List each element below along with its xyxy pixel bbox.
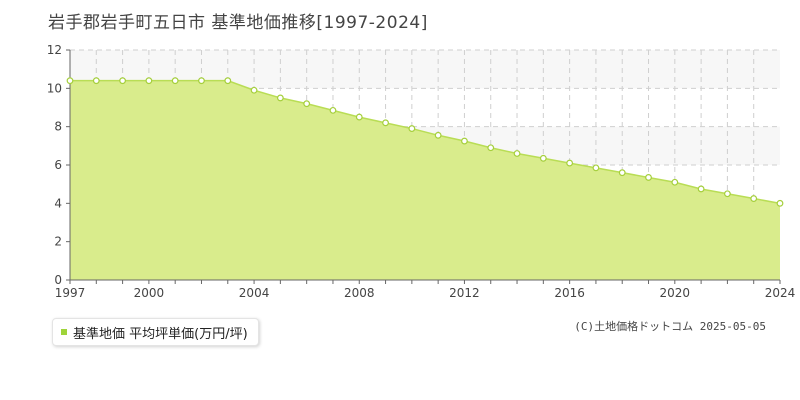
- axes: [66, 49, 781, 284]
- y-tick-label: 6: [54, 158, 62, 172]
- data-point: [697, 185, 705, 193]
- data-point: [355, 113, 363, 121]
- x-tick-label: 2000: [134, 286, 165, 300]
- data-point: [198, 77, 205, 85]
- data-point: [461, 137, 468, 145]
- legend-label: 基準地価 平均坪単価(万円/坪): [73, 326, 248, 342]
- data-point: [434, 131, 442, 139]
- data-point: [145, 77, 153, 85]
- data-point: [250, 86, 258, 94]
- x-tick-label: 2004: [239, 286, 270, 300]
- chart-title: 岩手郡岩手町五日市 基準地価推移[1997-2024]: [48, 13, 428, 33]
- copyright: (C)土地価格ドットコム 2025-05-05: [574, 320, 766, 333]
- data-point: [224, 77, 232, 85]
- data-point: [592, 164, 600, 172]
- x-tick-label: 2024: [765, 286, 796, 300]
- data-point: [303, 100, 311, 108]
- data-point: [513, 150, 521, 157]
- data-point: [776, 199, 784, 207]
- data-point: [92, 77, 100, 85]
- data-point: [750, 195, 758, 202]
- y-tick-label: 12: [47, 43, 62, 57]
- data-point: [724, 190, 731, 198]
- series-area-fill: [70, 80, 780, 281]
- series-area: [70, 79, 781, 281]
- data-point: [171, 77, 179, 85]
- data-point: [618, 169, 626, 177]
- data-point: [671, 178, 679, 186]
- x-tick-label: 1997: [55, 286, 86, 300]
- data-point: [119, 77, 126, 85]
- series-line: [70, 79, 781, 205]
- data-point: [382, 119, 389, 127]
- y-tick-label: 10: [47, 81, 62, 95]
- data-point: [329, 106, 337, 114]
- y-tick-label: 4: [54, 196, 62, 210]
- y-tick-label: 8: [54, 120, 62, 134]
- x-tick-label: 2020: [660, 286, 691, 300]
- y-tick-label: 2: [54, 235, 62, 249]
- tick-labels: 0 2 4 6 8 10 12 1997 2000 2004 2008 2012 2016 2020 202…: [47, 43, 796, 300]
- data-point: [539, 154, 547, 162]
- x-tick-label: 2012: [449, 286, 480, 300]
- legend-swatch: [61, 329, 67, 335]
- data-point: [408, 125, 416, 132]
- y-tick-label: 0: [54, 273, 62, 287]
- data-point: [276, 94, 284, 102]
- x-tick-label: 2016: [554, 286, 585, 300]
- x-tick-label: 2008: [344, 286, 375, 300]
- series-points: [66, 77, 784, 207]
- data-point: [66, 77, 74, 85]
- data-point: [645, 174, 652, 181]
- data-point: [566, 159, 574, 167]
- data-point: [487, 144, 495, 152]
- legend: 基準地価 平均坪単価(万円/坪): [52, 318, 259, 346]
